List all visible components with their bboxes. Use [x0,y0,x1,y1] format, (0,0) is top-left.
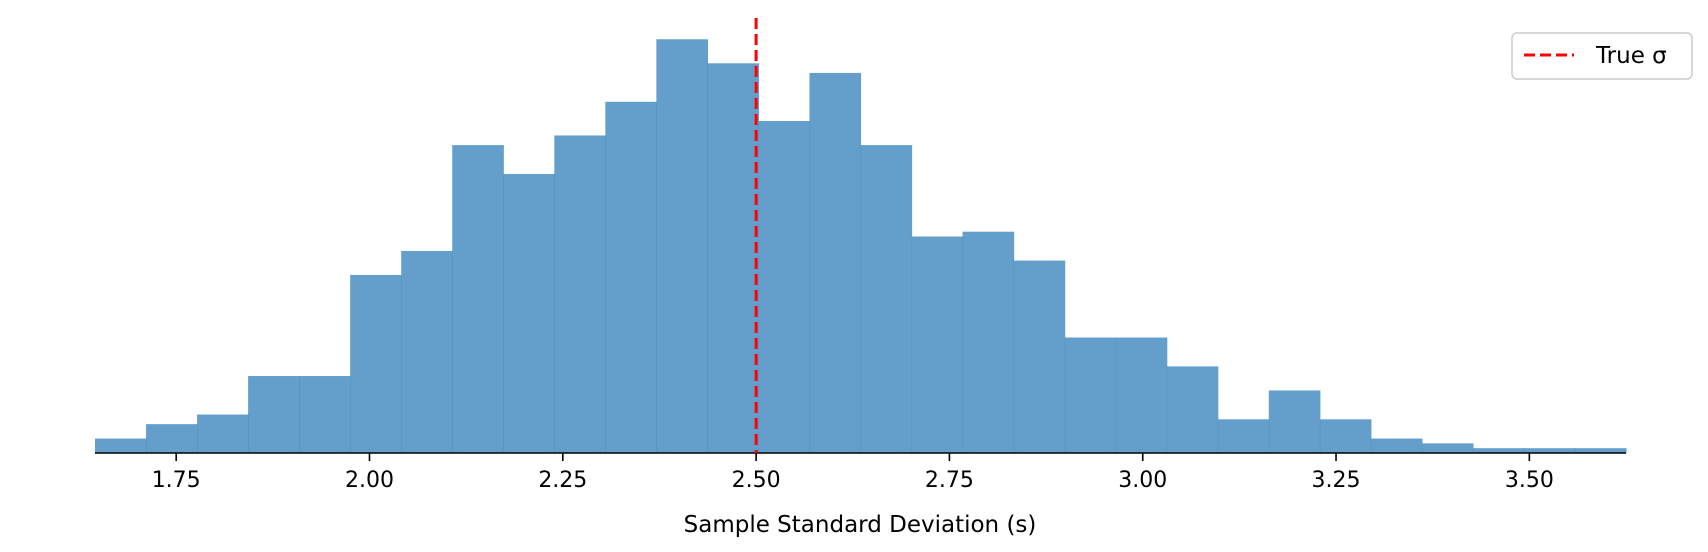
histogram-bar [911,236,964,453]
histogram-bar [197,414,249,453]
histogram-bar [1574,448,1627,453]
histogram-bar [1472,448,1525,453]
histogram-bar [758,121,811,454]
histogram-bar [1115,337,1168,453]
histogram-bar [350,274,402,453]
histogram-bar [1013,260,1066,453]
histogram-bar [656,39,708,453]
histogram-bar [1166,366,1219,453]
histogram-bar [248,376,300,453]
histogram-bar [1421,443,1474,453]
histogram-bar [1523,448,1576,453]
histogram-bar [962,231,1015,453]
histogram-bars [95,39,1627,454]
histogram-bar [503,173,555,453]
histogram-bar [146,424,198,453]
x-tick-label: 2.50 [732,468,781,493]
histogram-bar [605,101,657,454]
histogram-bar [1268,390,1321,453]
histogram-bar [452,145,504,454]
histogram-bar [860,145,913,454]
legend: True σ [1511,32,1693,80]
histogram-bar [1319,419,1372,453]
histogram-bar [95,438,147,453]
histogram-bar [809,72,862,453]
x-axis-title: Sample Standard Deviation (s) [684,512,1037,538]
x-tick-label: 1.75 [152,468,201,493]
x-axis-ticks: 1.75 2.00 2.25 2.50 2.75 3.00 3.25 3.50 [152,453,1554,493]
histogram-bar [1217,419,1270,453]
x-tick-label: 2.00 [345,468,394,493]
x-tick-label: 3.25 [1312,468,1361,493]
legend-box [1511,32,1693,80]
histogram-bar [554,135,606,453]
histogram-bar [707,63,760,454]
x-tick-label: 2.25 [538,468,587,493]
histogram-bar [401,250,453,453]
legend-label-true-sigma: True σ [1595,43,1667,69]
histogram-bar [1064,337,1117,453]
x-tick-label: 2.75 [925,468,974,493]
x-tick-label: 3.50 [1505,468,1554,493]
x-tick-label: 3.00 [1118,468,1167,493]
histogram-bar [299,376,351,453]
histogram-bar [1370,438,1423,453]
